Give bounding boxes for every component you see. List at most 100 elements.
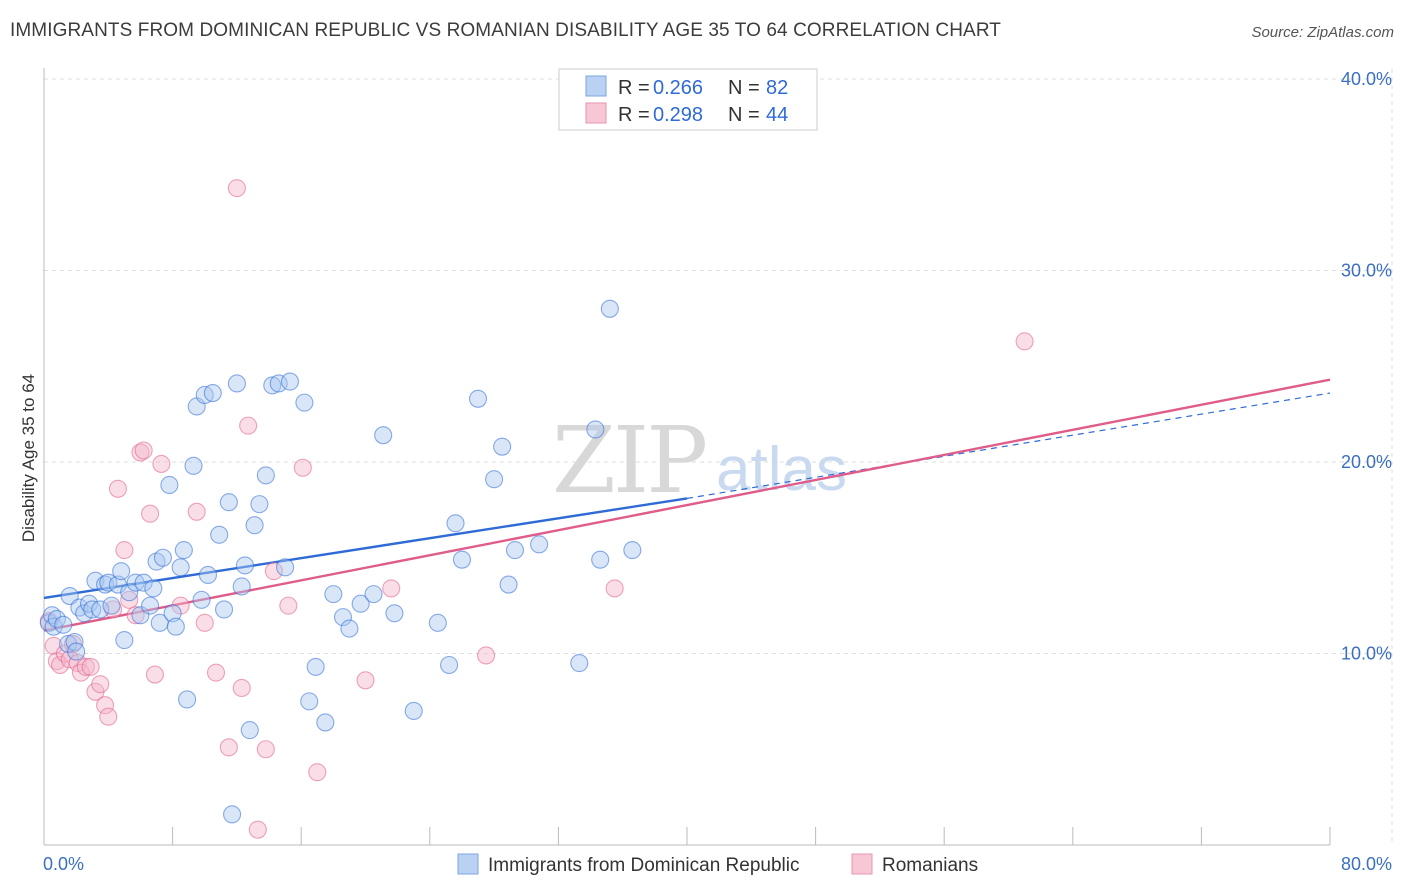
watermark-atlas: atlas [716,435,847,504]
legend-r-value-1: 0.266 [653,77,703,99]
point-blue-69 [428,613,447,632]
point-blue-44 [219,493,238,512]
point-blue-56 [280,372,299,391]
point-blue-41 [203,384,222,403]
point-blue-33 [171,558,190,577]
point-blue-31 [163,604,182,623]
point-pink-35 [279,596,298,615]
point-blue-45 [223,805,242,824]
data-points [39,179,1034,839]
point-blue-24 [134,573,153,592]
point-pink-20 [131,443,150,462]
point-pink-21 [134,441,153,460]
point-pink-23 [145,665,164,684]
y-tick-label-1: 20.0% [1341,452,1392,472]
point-blue-58 [306,657,325,676]
point-pink-40 [477,646,496,665]
point-pink-18 [120,590,139,609]
point-blue-7 [65,632,84,652]
point-blue-15 [96,575,115,594]
point-blue-83 [623,541,642,560]
point-pink-16 [108,479,127,498]
point-blue-79 [570,654,589,673]
point-pink-10 [81,657,100,676]
point-blue-66 [374,426,393,445]
legend-n-label-2: N = [728,104,760,126]
watermark-zip: ZIP [552,407,705,514]
point-blue-71 [446,514,465,533]
point-blue-35 [178,690,197,709]
point-blue-51 [250,495,269,514]
point-blue-26 [144,579,163,598]
point-blue-47 [232,577,251,596]
point-pink-37 [308,763,327,782]
point-blue-29 [153,548,173,567]
point-blue-81 [591,550,610,569]
point-pink-9 [76,657,95,676]
point-blue-52 [256,466,275,485]
point-pink-3 [51,655,70,675]
point-blue-80 [586,420,605,439]
point-pink-12 [91,675,110,694]
point-pink-41 [605,579,624,598]
point-pink-32 [239,416,258,435]
point-pink-8 [71,663,91,682]
y-tick-label-0: 10.0% [1341,644,1392,664]
legend-n-value-2: 44 [766,104,788,126]
point-blue-34 [174,541,193,560]
point-blue-65 [364,585,383,604]
point-pink-43 [256,740,275,759]
point-blue-53 [263,376,282,395]
point-blue-73 [468,389,488,408]
point-blue-54 [269,374,288,393]
legend-n-value-1: 82 [766,77,788,99]
point-blue-60 [316,713,335,732]
legend-n-label-1: N = [728,77,760,99]
point-blue-62 [333,608,353,627]
point-pink-14 [99,707,118,726]
point-blue-78 [530,535,549,554]
point-blue-72 [452,550,472,569]
point-blue-82 [600,299,619,318]
y-tick-label-3: 40.0% [1341,69,1392,89]
point-blue-77 [505,541,525,560]
point-pink-38 [356,671,375,690]
point-pink-22 [141,504,160,523]
point-blue-67 [385,604,404,623]
point-blue-21 [120,583,139,602]
point-pink-28 [206,663,226,682]
point-blue-50 [245,516,264,535]
y-tick-label-2: 30.0% [1341,261,1392,281]
source-label: Source: ZipAtlas.com [1251,24,1394,41]
point-blue-36 [184,456,203,475]
point-blue-30 [160,475,179,495]
point-blue-32 [166,617,185,636]
point-pink-39 [382,579,401,598]
legend-r-label-2: R = [618,104,650,126]
point-blue-55 [276,558,295,577]
legend-r-value-2: 0.298 [653,104,703,126]
trend-line-blue-extension [686,392,1331,499]
point-blue-4 [54,615,73,634]
point-blue-48 [235,556,254,575]
grid [44,69,1393,845]
bottom-legend-label-blue: Immigrants from Dominican Republic [488,855,800,876]
bottom-legend-swatch-blue [457,853,479,875]
point-blue-38 [192,590,211,609]
point-pink-19 [126,606,145,625]
point-blue-64 [351,594,370,613]
point-blue-49 [240,721,259,740]
point-blue-43 [214,600,234,619]
trend-lines [43,378,1331,632]
point-blue-46 [227,374,246,393]
y-tick-labels: 10.0% 20.0% 30.0% 40.0% [1341,69,1392,664]
point-blue-20 [115,631,134,650]
point-blue-68 [404,701,423,721]
point-blue-61 [324,585,343,604]
trend-line-blue [43,497,688,600]
point-blue-74 [485,470,504,489]
point-blue-11 [79,594,99,613]
axes [43,68,1331,846]
point-pink-13 [96,696,115,715]
point-pink-26 [187,502,206,521]
